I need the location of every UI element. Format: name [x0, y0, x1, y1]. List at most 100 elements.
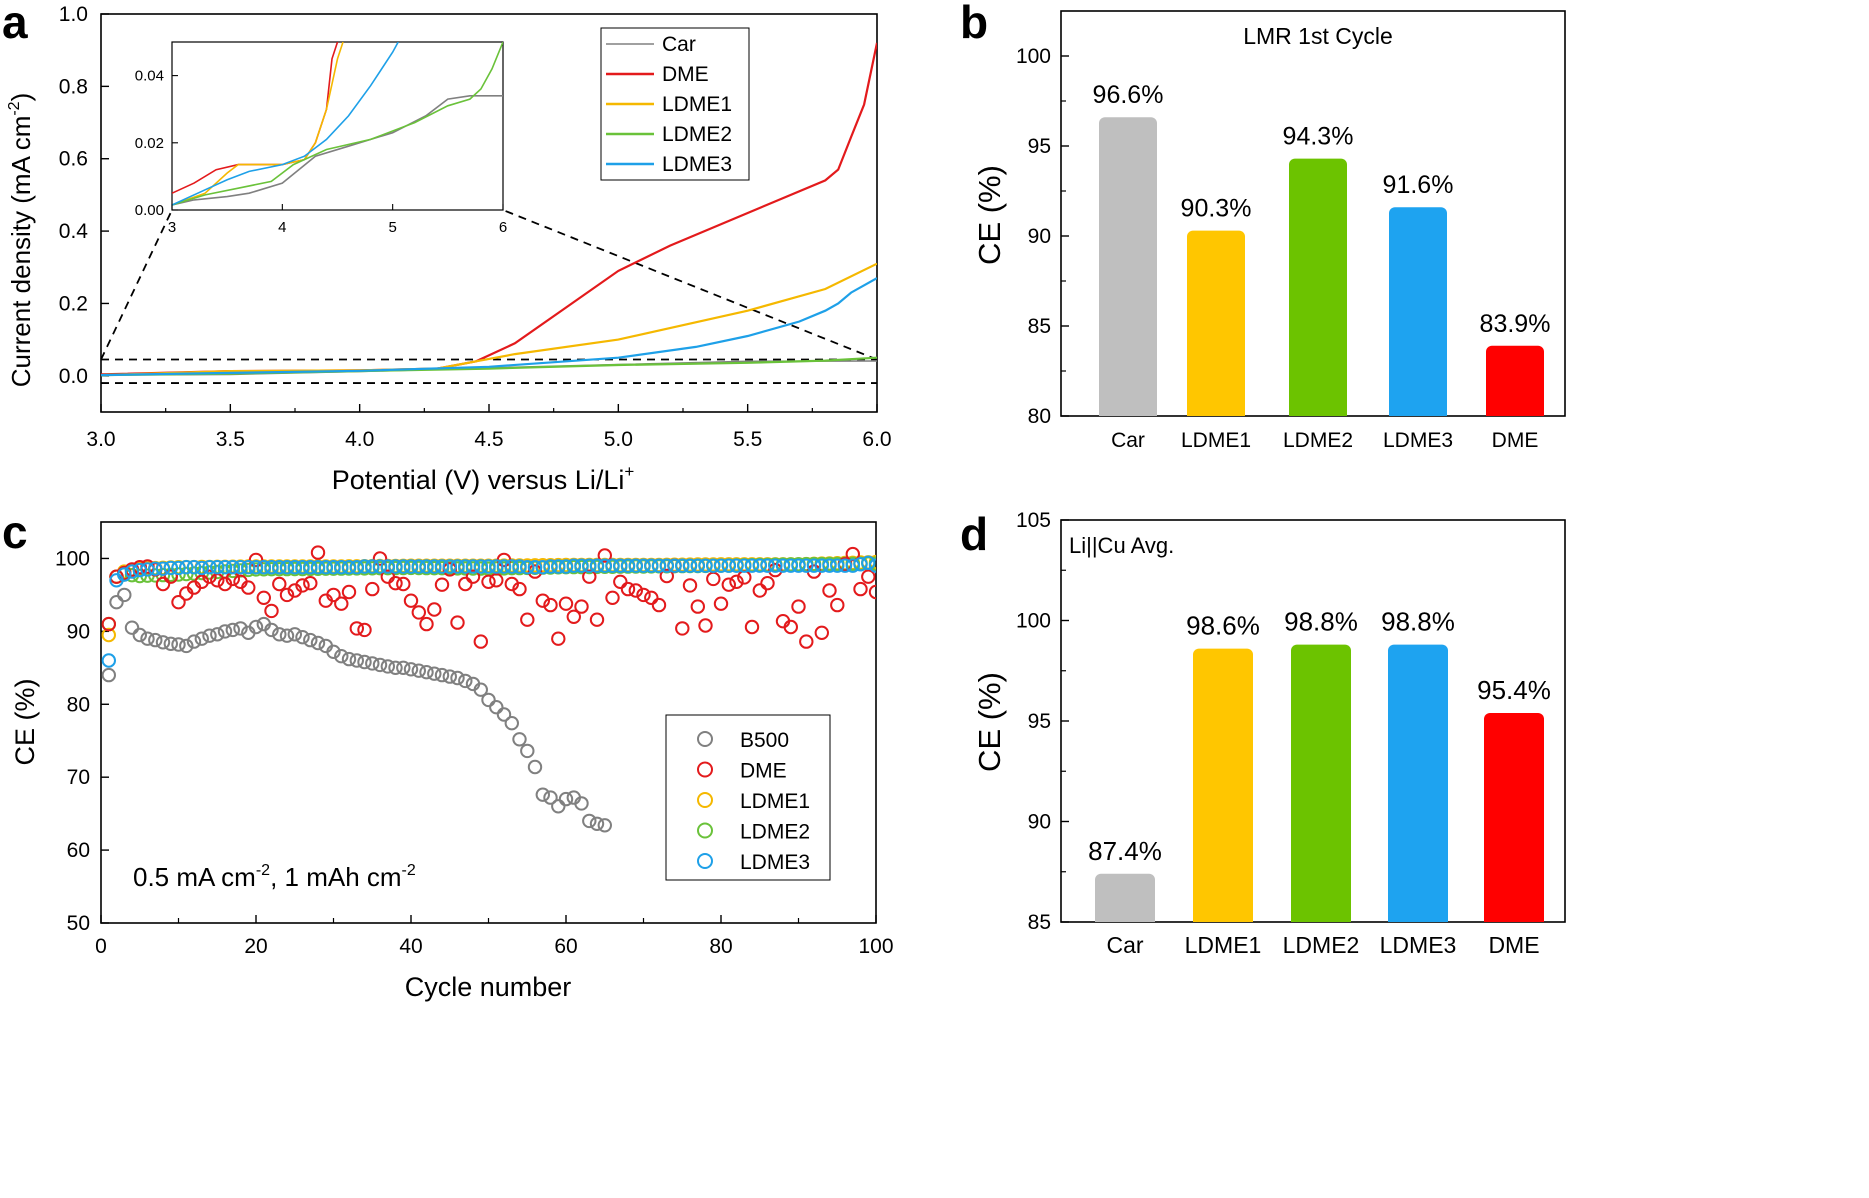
point-ldme3 [148, 561, 163, 576]
point-ldme3 [644, 558, 659, 573]
point-ldme3 [101, 653, 117, 668]
point-b500 [520, 743, 535, 759]
point-b500 [481, 692, 496, 708]
point-dme [210, 573, 225, 588]
point-dme [628, 583, 643, 598]
point-dme [473, 634, 488, 649]
y-axis-label: CE (%) [10, 679, 40, 766]
point-b500 [589, 816, 605, 831]
panel-b-title: LMR 1st Cycle [1243, 23, 1393, 49]
inset-y-tick-label: 0.04 [135, 68, 164, 85]
bar-ldme2 [1291, 644, 1351, 922]
y-tick-label: 70 [67, 766, 90, 789]
point-ldme3 [210, 560, 225, 575]
point-ldme3 [628, 558, 643, 573]
data-label-ldme3: 98.8% [1381, 607, 1455, 637]
legend-marker-ldme3 [697, 853, 713, 869]
panel-a: 3.0 3.5 4.0 4.5 5.0 5.5 6.00.00.20.40.60.81.0 … [6, 3, 892, 495]
point-dme [295, 578, 310, 593]
point-b500 [217, 624, 233, 639]
point-ldme3 [690, 558, 705, 573]
point-ldme3 [853, 557, 868, 572]
point-ldme3 [287, 560, 302, 575]
point-dme [527, 564, 543, 579]
data-label-ldme3: 91.6% [1383, 171, 1454, 199]
point-dme [535, 593, 550, 608]
point-ldme3 [760, 558, 775, 573]
point-dme [396, 576, 411, 592]
point-dme [690, 599, 705, 614]
point-dme [644, 590, 659, 605]
point-dme [597, 548, 612, 563]
legend-label-ldme2: LDME2 [662, 123, 732, 146]
point-ldme3 [489, 559, 504, 574]
legend-marker-b500 [697, 731, 713, 747]
x-category-label: LDME2 [1283, 932, 1360, 958]
point-dme [574, 599, 589, 614]
x-category-label: DME [1492, 429, 1539, 452]
x-tick-label: 6.0 [862, 428, 891, 451]
panel-b-letter: b [960, 0, 988, 48]
point-ldme3 [357, 559, 372, 574]
y-tick-label: 85 [1028, 911, 1051, 934]
point-b500 [489, 700, 504, 715]
point-b500 [512, 732, 527, 747]
y-tick-label: 1.0 [59, 3, 88, 26]
point-ldme3 [481, 559, 496, 574]
y-tick-label: 100 [1016, 610, 1051, 633]
bar-ldme1 [1187, 230, 1245, 416]
point-ldme2 [210, 564, 225, 580]
point-b500 [140, 631, 155, 646]
point-b500 [272, 627, 287, 642]
x-tick-label: 0 [95, 935, 107, 958]
point-dme [659, 568, 674, 584]
inset-y-tick-label: 0.00 [135, 202, 164, 219]
data-label-ldme2: 94.3% [1283, 123, 1354, 151]
point-ldme3 [256, 560, 271, 575]
y-tick-label: 0.2 [59, 292, 88, 315]
point-ldme3 [667, 558, 682, 573]
point-ldme3 [132, 562, 148, 578]
point-ldme3 [783, 558, 798, 573]
y-tick-label: 60 [67, 839, 90, 862]
point-ldme3 [155, 561, 171, 576]
point-b500 [434, 667, 450, 683]
point-dme [706, 571, 721, 587]
point-ldme3 [535, 560, 550, 575]
point-ldme3 [551, 559, 566, 574]
x-category-label: LDME3 [1383, 429, 1453, 452]
point-ldme3 [233, 560, 248, 575]
y-tick-label: 95 [1028, 135, 1051, 158]
point-ldme3 [775, 558, 791, 573]
point-dme [419, 616, 434, 632]
y-tick-label: 105 [1016, 509, 1051, 532]
point-dme [783, 619, 798, 635]
point-ldme3 [473, 559, 488, 574]
inset-x-tick-label: 5 [388, 219, 396, 236]
point-b500 [109, 595, 124, 610]
bar-ldme1 [1193, 648, 1253, 922]
inset-x-tick-label: 4 [278, 219, 286, 236]
point-ldme3 [713, 558, 729, 573]
point-dme [868, 584, 876, 600]
data-label-ldme1: 90.3% [1181, 195, 1252, 223]
point-ldme1 [101, 627, 117, 643]
point-ldme3 [442, 559, 457, 574]
inset-x-tick-label: 3 [168, 219, 176, 236]
point-dme [171, 595, 186, 610]
point-ldme3 [411, 559, 426, 574]
x-axis-label: Potential (V) versus Li/Li+ [332, 462, 635, 495]
point-ldme3 [520, 560, 535, 575]
point-ldme3 [264, 560, 279, 575]
point-ldme3 [527, 560, 543, 575]
panel-a-axes: 3.0 3.5 4.0 4.5 5.0 5.5 6.0 0.0 0.2 0.4 0.6 0.8 1.0 [59, 3, 892, 451]
point-dme [698, 618, 713, 633]
point-b500 [171, 637, 186, 652]
legend-marker-ldme1 [697, 792, 713, 808]
point-dme [155, 576, 171, 592]
point-b500 [388, 660, 403, 675]
data-label-car: 96.6% [1093, 81, 1164, 109]
point-dme [752, 583, 767, 598]
x-tick-label: 4.0 [345, 428, 374, 451]
point-dme [729, 574, 744, 589]
